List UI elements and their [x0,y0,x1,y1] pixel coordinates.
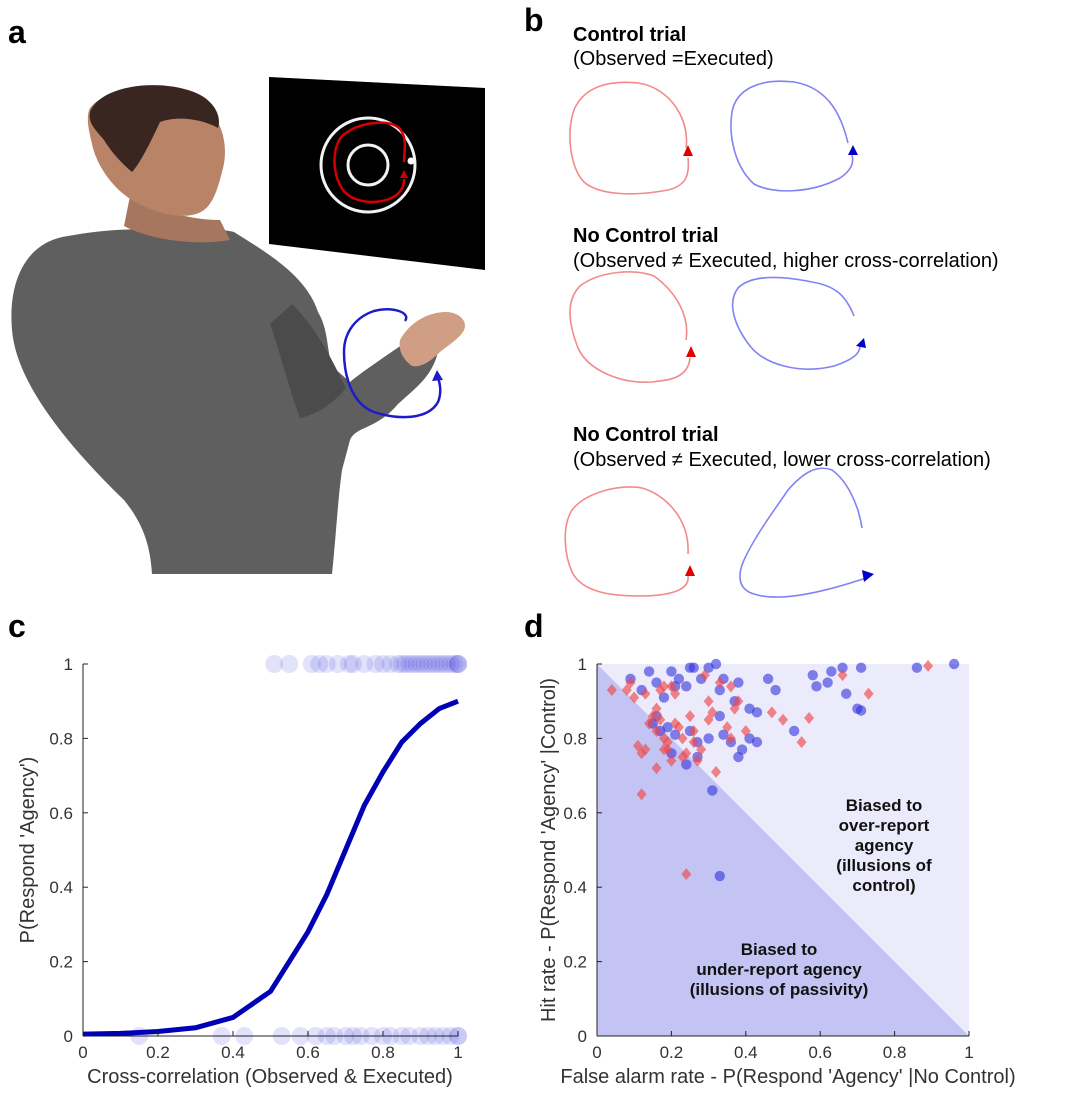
x-tick-label: 0.4 [221,1043,245,1062]
target-dot [408,158,415,165]
response-marker [280,655,298,673]
person-hand [400,312,465,366]
trial3-observed-path [565,487,688,596]
y-tick-label: 0.6 [49,804,73,823]
chart-c: 0 0.2 0.4 0.6 0.8 1 0 0.2 0.4 0.6 0.8 1 Cross-corr… [0,615,540,1095]
circle-point [711,659,721,669]
circle-point [949,659,959,669]
y-tick-label: 1 [578,655,587,674]
annotation-line: control) [852,876,915,895]
trial2-observed-arrow-icon [686,346,696,357]
trial2-observed-path [570,272,690,382]
trial1-title: Control trial [573,24,686,47]
circle-point [826,666,836,676]
y-tick-label: 0 [64,1027,73,1046]
response-marker [449,655,467,673]
circle-point [856,705,866,715]
y-ticks: 0 0.2 0.4 0.6 0.8 1 [563,655,602,1046]
trial1-observed-arrow-icon [683,145,693,156]
y-ticks: 0 0.2 0.4 0.6 0.8 1 [49,655,88,1046]
annotation-line: (illusions of passivity) [690,980,869,999]
annotation-line: under-report agency [696,960,862,979]
x-tick-label: 1 [453,1043,462,1062]
annotation-line: Biased to [846,796,923,815]
annotation-line: Biased to [741,940,818,959]
trial3-executed-path [740,468,866,597]
circle-point [811,681,821,691]
panel-b-label: b [524,2,544,39]
y-tick-label: 0 [578,1027,587,1046]
circle-point [685,663,695,673]
x-tick-label: 1 [964,1043,973,1062]
respond-agency-markers [265,655,467,673]
circle-point [808,670,818,680]
chart-d: Biased to over-report agency (illusions of c… [533,615,1073,1095]
circle-point [752,737,762,747]
panel-b-trajectories [540,60,1060,600]
circle-point [644,666,654,676]
y-tick-label: 0.4 [563,878,587,897]
trial1-executed-path [731,81,853,191]
circle-point [912,663,922,673]
circle-point [789,726,799,736]
x-axis-label: False alarm rate - P(Respond 'Agency' |N… [560,1066,1015,1088]
trial1-executed-arrow-icon [848,145,858,155]
x-tick-label: 0.2 [660,1043,684,1062]
person-body [11,229,438,574]
circle-point [703,733,713,743]
y-tick-label: 0.6 [563,804,587,823]
trial2-executed-arrow-icon [856,338,866,348]
x-tick-label: 0.2 [146,1043,170,1062]
y-tick-label: 0.8 [563,729,587,748]
x-tick-label: 0.8 [371,1043,395,1062]
circle-point [666,666,676,676]
logistic-fit-curve [83,701,458,1034]
x-tick-label: 0 [78,1043,87,1062]
circle-point [707,785,717,795]
annotation-line: agency [855,836,914,855]
circle-point [763,674,773,684]
y-tick-label: 0.2 [49,953,73,972]
x-tick-label: 0.8 [883,1043,907,1062]
circle-point [681,681,691,691]
trial2-executed-path [733,277,860,369]
circle-point [770,685,780,695]
annotation-line: (illusions of [836,856,932,875]
circle-point [715,871,725,881]
trial1-observed-path [570,82,688,194]
x-tick-label: 0.6 [296,1043,320,1062]
executed-arrow-icon [432,370,443,381]
x-tick-label: 0 [592,1043,601,1062]
y-axis-label: P(Respond 'Agency') [17,757,39,944]
x-axis-label: Cross-correlation (Observed & Executed) [87,1066,453,1088]
panel-a-illustration [0,0,500,600]
annotation-line: over-report [839,816,930,835]
y-axis-label: Hit rate - P(Respond 'Agency' |Control) [538,678,560,1022]
x-tick-label: 0.4 [734,1043,758,1062]
y-tick-label: 0.2 [563,953,587,972]
trial3-executed-arrow-icon [862,570,874,582]
circle-point [841,689,851,699]
circle-point [737,744,747,754]
x-tick-label: 0.6 [808,1043,832,1062]
y-tick-label: 1 [64,655,73,674]
circle-point [822,677,832,687]
circle-point [856,663,866,673]
y-tick-label: 0.8 [49,729,73,748]
y-tick-label: 0.4 [49,878,73,897]
monitor-screen [269,77,485,270]
trial3-observed-arrow-icon [685,565,695,576]
circle-point [752,707,762,717]
